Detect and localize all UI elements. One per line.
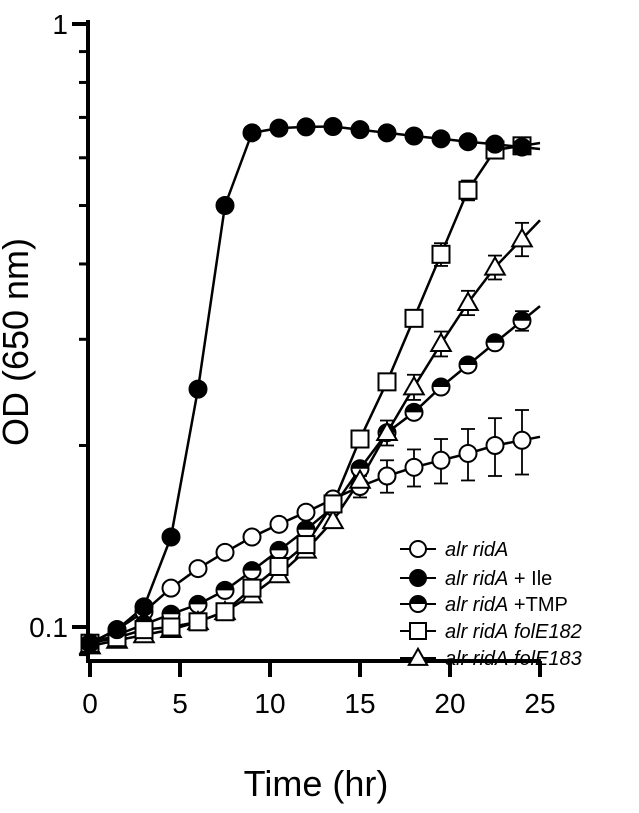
data-point bbox=[485, 134, 505, 154]
data-point bbox=[404, 402, 424, 422]
y-tick-label: 0.1 bbox=[29, 612, 68, 643]
data-point bbox=[188, 379, 208, 399]
data-point bbox=[242, 123, 262, 143]
data-point bbox=[431, 450, 451, 470]
data-point bbox=[404, 126, 424, 146]
x-tick-label: 20 bbox=[434, 688, 465, 719]
legend-marker bbox=[409, 622, 427, 640]
data-point bbox=[456, 290, 480, 312]
plot-area bbox=[78, 117, 541, 655]
data-point bbox=[161, 578, 181, 598]
data-point bbox=[510, 227, 534, 248]
data-point bbox=[269, 540, 289, 560]
data-point bbox=[269, 514, 289, 534]
data-point bbox=[215, 196, 235, 216]
data-point bbox=[242, 578, 262, 598]
legend-label: alr ridA folE183 bbox=[445, 648, 582, 670]
data-point bbox=[375, 420, 399, 442]
legend-label: alr ridA +TMP bbox=[445, 594, 568, 616]
legend-marker bbox=[409, 569, 427, 587]
x-tick-label: 5 bbox=[172, 688, 188, 719]
series-line bbox=[89, 125, 541, 645]
legend-item: alr ridA bbox=[400, 539, 508, 561]
legend-marker bbox=[407, 646, 429, 666]
y-axis-title: OD (650 nm) bbox=[0, 238, 36, 446]
data-point bbox=[350, 120, 370, 140]
legend-marker bbox=[409, 540, 427, 558]
data-point bbox=[458, 355, 478, 375]
data-point bbox=[512, 311, 532, 331]
data-point bbox=[215, 602, 235, 622]
data-point bbox=[80, 633, 100, 653]
data-point bbox=[269, 118, 289, 138]
y-axis: 0.11 bbox=[29, 9, 90, 663]
data-point bbox=[431, 377, 451, 397]
data-point bbox=[429, 331, 453, 353]
data-point bbox=[458, 443, 478, 463]
data-point bbox=[512, 430, 532, 450]
data-point bbox=[404, 457, 424, 477]
data-point bbox=[134, 620, 154, 640]
data-point bbox=[188, 559, 208, 579]
data-point bbox=[377, 466, 397, 486]
data-point bbox=[431, 244, 451, 264]
data-point bbox=[512, 137, 532, 157]
legend-label: alr ridA + Ile bbox=[445, 568, 552, 590]
data-point bbox=[321, 509, 345, 530]
data-point bbox=[483, 255, 507, 276]
x-tick-label: 10 bbox=[254, 688, 285, 719]
data-point bbox=[161, 617, 181, 637]
legend: alr ridA alr ridA + Ile alr ridA +TMP alr r… bbox=[400, 539, 582, 670]
data-point bbox=[215, 542, 235, 562]
data-point bbox=[458, 180, 478, 200]
data-point bbox=[348, 468, 372, 489]
data-point bbox=[458, 132, 478, 152]
x-axis: 0 5 10 15 20 25 bbox=[82, 659, 556, 719]
data-point bbox=[402, 375, 426, 396]
legend-item: alr ridA + Ile bbox=[400, 568, 552, 590]
data-point bbox=[296, 535, 316, 555]
x-axis-title: Time (hr) bbox=[244, 763, 389, 804]
data-point bbox=[107, 620, 127, 640]
data-point bbox=[485, 435, 505, 455]
data-point bbox=[296, 117, 316, 137]
data-point bbox=[242, 527, 262, 547]
x-ticks: 0 5 10 15 20 25 bbox=[82, 661, 556, 719]
x-tick-label: 15 bbox=[344, 688, 375, 719]
data-point bbox=[242, 561, 262, 581]
data-point bbox=[215, 580, 235, 600]
legend-item: alr ridA folE183 bbox=[400, 646, 582, 670]
data-point bbox=[323, 117, 343, 137]
legend-label: alr ridA bbox=[445, 539, 508, 561]
data-point bbox=[323, 494, 343, 514]
data-point bbox=[269, 556, 289, 576]
data-point bbox=[134, 597, 154, 617]
data-point bbox=[161, 527, 181, 547]
data-point bbox=[296, 502, 316, 522]
data-point bbox=[350, 429, 370, 449]
data-point bbox=[431, 129, 451, 149]
x-tick-label: 0 bbox=[82, 688, 98, 719]
legend-label: alr ridA folE182 bbox=[445, 621, 582, 643]
x-tick-label: 25 bbox=[524, 688, 555, 719]
data-point bbox=[377, 123, 397, 143]
data-point bbox=[188, 612, 208, 632]
data-point bbox=[404, 308, 424, 328]
y-tick-label: 1 bbox=[52, 9, 68, 40]
legend-marker bbox=[409, 595, 427, 613]
legend-item: alr ridA folE182 bbox=[400, 621, 582, 643]
legend-item: alr ridA +TMP bbox=[400, 594, 568, 616]
data-point bbox=[377, 372, 397, 392]
data-point bbox=[485, 333, 505, 353]
y-ticks: 0.11 bbox=[29, 9, 88, 657]
